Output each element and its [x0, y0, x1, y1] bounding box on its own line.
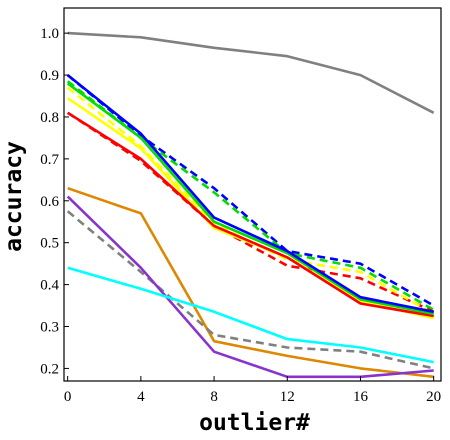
y-tick-label: 0.3	[40, 320, 59, 336]
tick-layer: 0 4 8 12 16 20 0.2 0.3 0.4 0.5 0.6 0.7 0.8 0.9 1.0	[40, 26, 441, 405]
series-line-1	[67, 31, 435, 114]
y-tick-label: 0.9	[40, 68, 59, 84]
y-tick-label: 1.0	[40, 26, 59, 42]
x-tick-label: 20	[426, 389, 441, 405]
y-tick-label: 0.8	[40, 110, 59, 126]
series-line-7	[67, 111, 434, 318]
x-axis-title: outlier#	[199, 410, 310, 436]
plot-frame	[63, 7, 442, 382]
y-tick-label: 0.6	[40, 194, 59, 210]
y-tick-label: 0.4	[40, 278, 59, 294]
series-line-9	[66, 74, 434, 314]
series-line-10	[67, 186, 434, 379]
series-line-2	[66, 74, 435, 307]
series-line-13	[67, 266, 434, 364]
y-axis-title: accuracy	[1, 141, 27, 252]
x-tick-label: 0	[64, 389, 72, 405]
x-tick-label: 8	[210, 389, 218, 405]
series-line-3	[66, 80, 435, 311]
x-tick-label: 12	[280, 389, 295, 405]
y-tick-label: 0.2	[40, 361, 59, 377]
series-line-4	[66, 111, 435, 313]
y-tick-label: 0.7	[40, 152, 59, 168]
y-tick-label: 0.5	[40, 236, 59, 252]
series-line-11	[66, 210, 434, 370]
series-line-8	[66, 82, 434, 316]
series-layer	[66, 31, 435, 379]
x-tick-label: 4	[137, 389, 145, 405]
x-tick-label: 16	[353, 389, 369, 405]
series-line-12	[66, 195, 434, 379]
